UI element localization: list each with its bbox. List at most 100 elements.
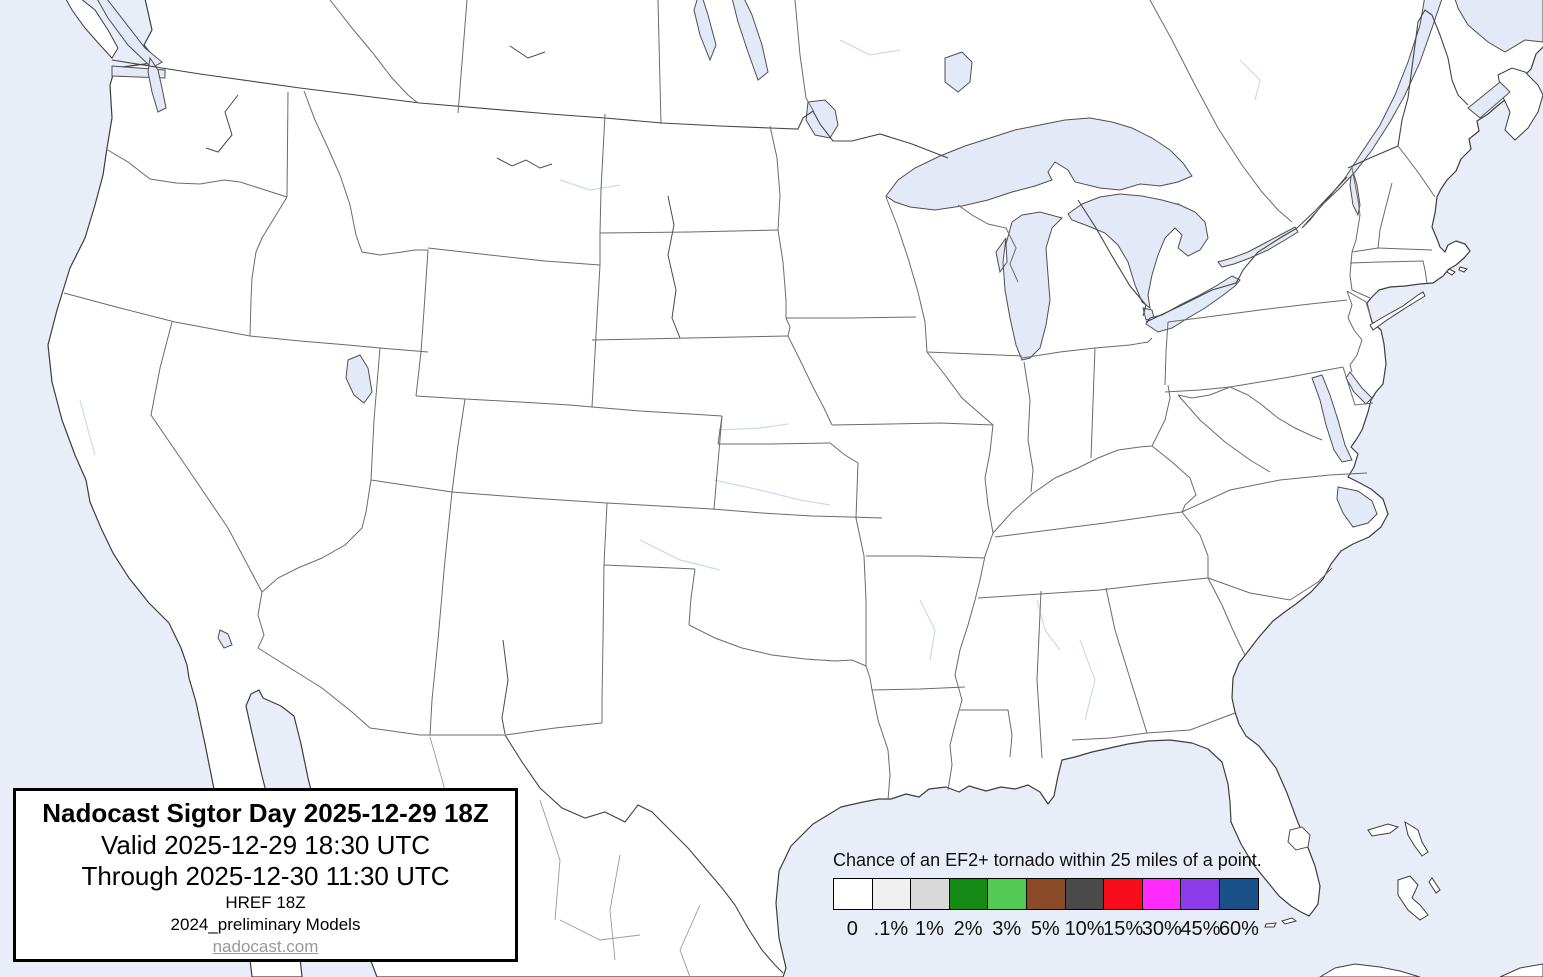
cape-cod-islands [1446,266,1468,276]
us-state-borders [63,90,1436,801]
pa-ny-border [1167,299,1348,323]
ne-ia-missouri-river [787,335,833,426]
nova-scotia [1497,67,1543,141]
tx-ok-meridian-100 [688,568,696,626]
parallel-37 [370,479,883,519]
ks-mo-border [829,442,859,519]
ohio-river [992,384,1171,534]
wv-va-border [1177,394,1271,473]
legend-bin: 2% [948,878,989,941]
legend-bin: 30% [1141,878,1182,941]
gulf-of-st-lawrence [1454,0,1543,53]
legend-swatch [987,878,1027,910]
ar-la-border [871,686,966,691]
sk-mb-border [657,0,662,125]
ct-ma-ri-borders [1349,260,1428,284]
canada-province-borders [329,0,1293,223]
map-title: Nadocast Sigtor Day 2025-12-29 18Z [42,798,489,828]
legend-swatch [1064,878,1105,910]
ne-ks-border [718,442,831,445]
parallel-42 [63,292,429,353]
ma-nh-border [1377,247,1433,251]
co-ks-ok-meridian [713,415,723,510]
legend-bin-label: 60% [1218,918,1259,940]
rivers-light [79,39,1261,721]
models-note: 2024_preliminary Models [170,915,361,934]
on-qc-border [1149,0,1293,223]
valid-time: Valid 2025-12-29 18:30 UTC [100,830,431,860]
legend-swatch [1218,878,1259,910]
ok-ar-mo-meridian [855,517,867,666]
columbia-river [205,94,239,153]
al-fl-border [1071,732,1148,741]
grand-bahama [1367,823,1400,837]
lake-huron [1067,193,1209,310]
la-ms-parallel-31 [960,709,1013,758]
legend-swatch [1103,878,1143,910]
vt-nh-border [1377,182,1393,249]
mexico-borders [429,734,784,977]
az-nm-border [429,491,453,736]
legend-bin-label: 10% [1064,918,1105,940]
legend-bin-label: 30% [1141,918,1182,940]
pamlico-sound [1336,486,1378,528]
ab-sk-border [457,0,468,114]
sd-ne-border [591,335,789,341]
oh-pa-border [1164,321,1169,386]
ca-nv-border [150,321,263,593]
mt-wy-border [427,247,601,266]
legend-bin-label: 1% [915,918,944,940]
legend-bin: .1% [871,878,912,941]
wi-mi-border [957,204,1019,283]
legend-bin-label: 0 [846,918,858,940]
south-saskatchewan-river [509,45,546,59]
title-box: Nadocast Sigtor Day 2025-12-29 18Z Valid… [13,788,518,962]
legend-caption: Chance of an EF2+ tornado within 25 mile… [833,850,1262,870]
legend-bin-label: 15% [1103,918,1144,940]
legend-bin: 0 [833,878,873,941]
legend-bin: 15% [1103,878,1144,941]
great-salt-lake [345,354,373,404]
legend-bin: 10% [1064,878,1105,941]
wy-sd-ne-border [591,264,601,408]
red-river-north [769,125,781,231]
probability-legend: Chance of an EF2+ tornado within 25 mile… [833,850,1262,941]
ny-nj-border [1346,290,1371,316]
ga-fl-border [1146,712,1236,734]
nm-tx-meridian [601,502,608,723]
me-nh-border [1397,145,1436,198]
in-oh-border [1090,347,1096,459]
abaco [1404,820,1429,857]
lake-winnipeg [731,0,769,81]
rio-grande-border [504,734,784,974]
mn-wi-border [885,196,928,353]
tx-ar-la-border [865,665,891,801]
legend-bin: 3% [987,878,1027,941]
puget-sound [147,56,167,113]
lake-okeechobee [1287,826,1311,851]
ga-sc-border [1207,577,1246,656]
id-wy-ut-meridian [415,249,429,397]
legend-bin-label: .1% [873,918,909,940]
sd-mn-border [777,229,787,318]
al-ga-border [1105,587,1148,734]
florida-keys [1264,917,1298,928]
ar-mo-border [866,555,986,559]
vancouver-island [65,0,119,59]
nadocast-link[interactable]: nadocast.com [212,937,319,956]
legend-swatch [1025,878,1066,910]
through-time: Through 2025-12-30 11:30 UTC [81,861,450,891]
ky-wv-va-border [1151,445,1197,513]
st-lawrence-estuary [1301,0,1443,229]
id-mt-border [303,90,428,256]
ky-tn-border [994,511,1183,538]
potomac-md-va [1229,386,1323,441]
nv-ut-border [370,347,381,481]
st-lawrence-river [1296,176,1348,229]
va-nc-border [1181,472,1368,513]
de-md-borders [1342,366,1374,406]
wa-or-border [105,148,288,198]
wa-id-border [286,91,289,198]
missouri-river-dakotas [667,195,681,339]
